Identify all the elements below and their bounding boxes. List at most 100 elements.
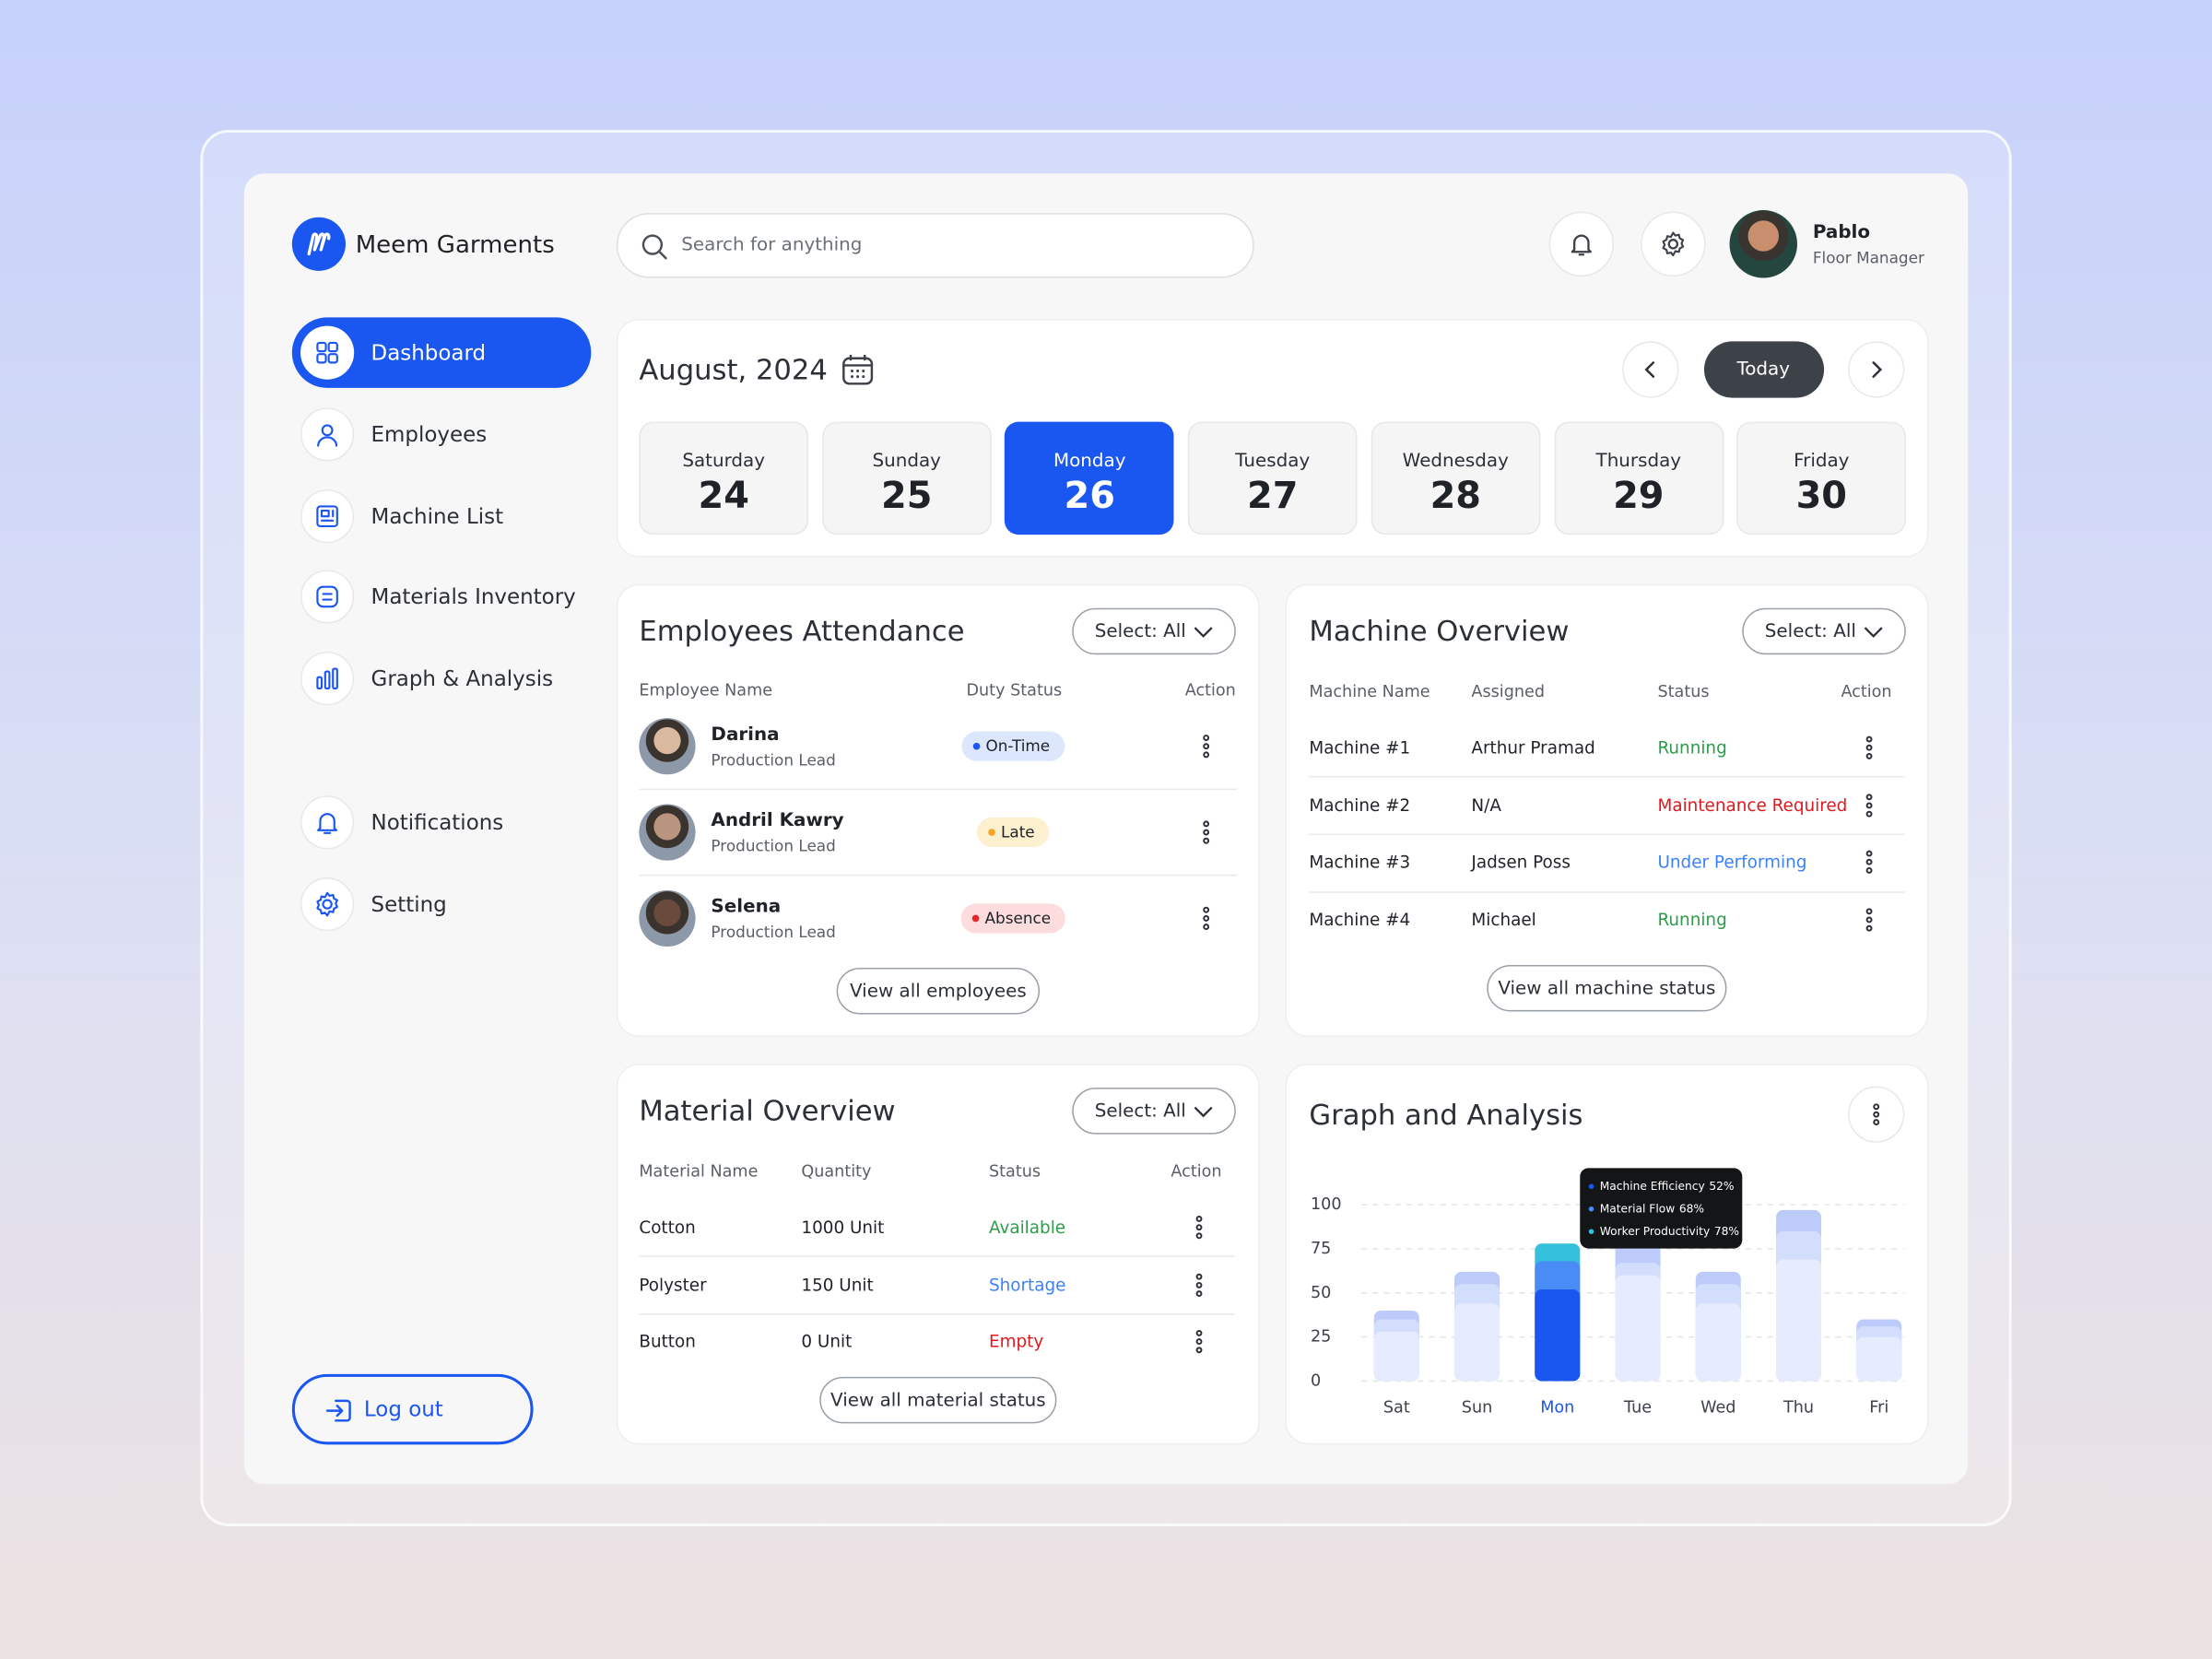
employee-avatar[interactable] <box>639 718 696 775</box>
filter-label: Select: All <box>1094 1100 1186 1122</box>
chart-title: Graph and Analysis <box>1309 1097 1583 1132</box>
attendance-title: Employees Attendance <box>639 613 965 648</box>
column-header: Action <box>1171 1160 1222 1182</box>
day-card[interactable] <box>1005 421 1175 535</box>
user-name: Pablo <box>1812 222 1871 244</box>
view-all-button[interactable] <box>836 967 1041 1015</box>
row-divider <box>639 874 1238 877</box>
nav-item: Employees <box>371 421 488 447</box>
action-menu[interactable] <box>1861 734 1877 762</box>
nav-item: Graph & Analysis <box>371 665 554 691</box>
table-cell: Arthur Pramad <box>1471 737 1595 758</box>
duty-status-pill: Late <box>976 817 1049 848</box>
day-name: Monday <box>1053 451 1126 472</box>
table-cell: Button <box>639 1331 696 1352</box>
day-card[interactable] <box>1187 421 1358 535</box>
action-menu[interactable] <box>1197 818 1214 847</box>
brand-name: Meem Garments <box>355 231 555 260</box>
employee-role: Production Lead <box>711 923 836 942</box>
calendar-title: August, 2024 <box>639 352 828 387</box>
user-role: Floor Manager <box>1812 249 1924 268</box>
view-all-button[interactable] <box>1487 964 1727 1012</box>
row-divider <box>639 788 1238 791</box>
day-date: 27 <box>1247 475 1299 518</box>
table-cell: Machine #4 <box>1309 910 1411 930</box>
nav-item: Machine List <box>371 502 504 529</box>
action-menu[interactable] <box>1191 1327 1207 1356</box>
duty-status-pill: On-Time <box>961 731 1065 761</box>
row-divider <box>1309 890 1905 893</box>
table-cell: Polyster <box>639 1274 707 1295</box>
duty-status: On-Time <box>985 736 1051 756</box>
column-header: Action <box>1184 679 1236 700</box>
nav-icon <box>300 325 355 380</box>
nav-item: Materials Inventory <box>371 584 576 610</box>
day-date: 30 <box>1795 475 1848 518</box>
column-header: Status <box>988 1160 1041 1182</box>
view-all-button[interactable] <box>819 1376 1057 1424</box>
day-card[interactable] <box>821 421 992 535</box>
action-menu[interactable] <box>1861 848 1877 877</box>
status-dot <box>972 742 981 750</box>
column-header: Status <box>1657 681 1710 701</box>
user-avatar[interactable] <box>1729 210 1797 278</box>
action-menu[interactable] <box>1861 906 1877 935</box>
action-menu[interactable] <box>1861 791 1877 819</box>
search-box[interactable] <box>616 213 1254 278</box>
status-text: Under Performing <box>1657 853 1807 873</box>
logout-button[interactable] <box>291 1373 534 1445</box>
duty-status-pill: Absence <box>960 903 1065 934</box>
employee-avatar[interactable] <box>639 889 696 947</box>
nav-icon[interactable] <box>300 570 355 624</box>
table-cell: Machine #2 <box>1309 794 1411 816</box>
column-header: Machine Name <box>1309 681 1430 701</box>
status-text: Shortage <box>988 1274 1066 1295</box>
day-card[interactable] <box>1736 421 1907 535</box>
chart-menu-button[interactable] <box>1848 1086 1905 1143</box>
status-text: Available <box>988 1217 1066 1238</box>
next-button[interactable] <box>1848 341 1905 398</box>
employee-role: Production Lead <box>711 837 836 856</box>
column-header: Quantity <box>801 1160 872 1182</box>
action-menu[interactable] <box>1191 1213 1207 1241</box>
today-button[interactable] <box>1703 341 1825 398</box>
employee-name: Andril Kawry <box>711 810 844 832</box>
nav-icon[interactable] <box>300 406 355 462</box>
logo <box>291 217 346 271</box>
table-cell: Machine #3 <box>1309 853 1411 873</box>
status-dot <box>971 914 980 923</box>
table-cell: N/A <box>1471 794 1501 816</box>
action-menu[interactable] <box>1197 904 1214 933</box>
filter-label: Select: All <box>1764 620 1856 642</box>
material-title: Material Overview <box>639 1093 896 1127</box>
table-cell: 1000 Unit <box>801 1217 885 1238</box>
day-card[interactable] <box>1553 421 1724 535</box>
day-date: 26 <box>1064 475 1115 518</box>
filter-select[interactable] <box>1072 1088 1236 1135</box>
calendar-icon[interactable] <box>840 351 877 388</box>
row-divider <box>639 1255 1235 1258</box>
settings-button[interactable] <box>1641 211 1706 276</box>
notification-button[interactable] <box>1548 211 1615 276</box>
nav-icon[interactable] <box>300 795 355 850</box>
nav-icon[interactable] <box>300 652 355 706</box>
nav-item: Notifications <box>371 809 504 836</box>
employee-avatar[interactable] <box>639 804 696 861</box>
day-name: Tuesday <box>1235 451 1311 472</box>
day-name: Wednesday <box>1402 451 1509 472</box>
nav-icon[interactable] <box>300 488 355 543</box>
day-card[interactable] <box>639 421 809 535</box>
attendance-card <box>616 583 1260 1037</box>
filter-select[interactable] <box>1072 607 1236 655</box>
employee-role: Production Lead <box>711 751 836 770</box>
action-menu[interactable] <box>1197 732 1214 760</box>
column-header: Material Name <box>639 1160 759 1182</box>
column-header: Action <box>1841 681 1892 701</box>
day-date: 29 <box>1613 475 1665 518</box>
prev-button[interactable] <box>1622 341 1679 398</box>
nav-icon[interactable] <box>300 877 355 932</box>
day-date: 25 <box>881 475 933 518</box>
filter-select[interactable] <box>1742 607 1906 655</box>
day-card[interactable] <box>1371 421 1541 535</box>
action-menu[interactable] <box>1191 1270 1207 1299</box>
